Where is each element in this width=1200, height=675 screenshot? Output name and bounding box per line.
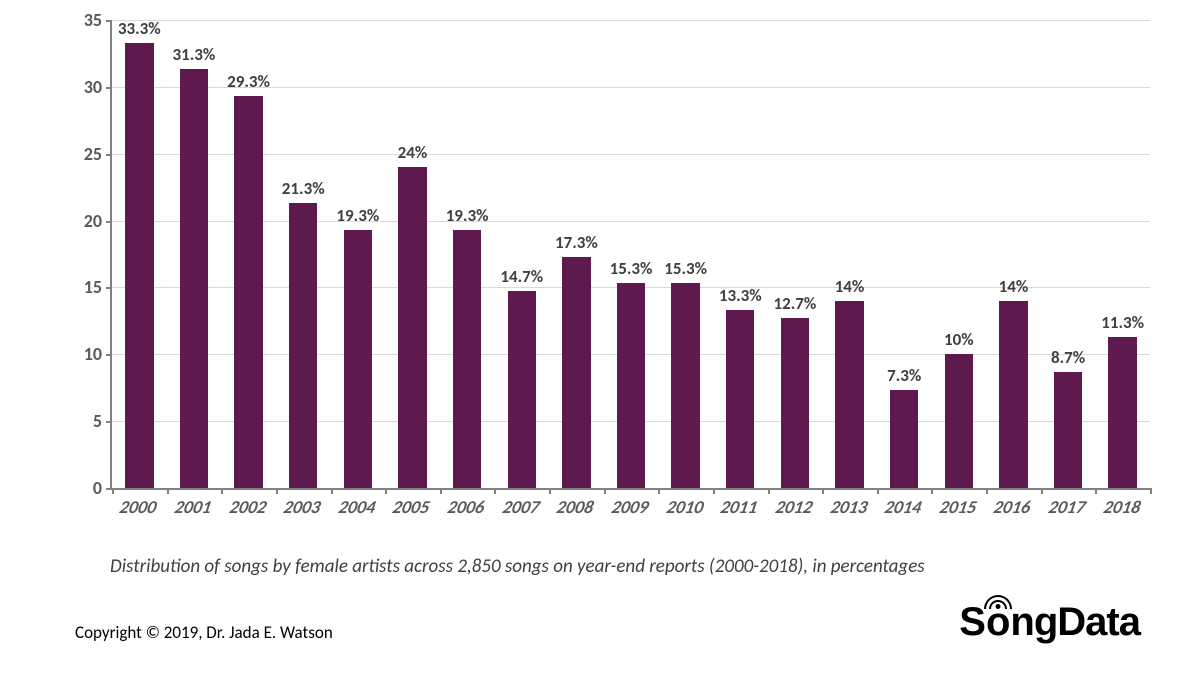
bar: 21.3% <box>289 203 317 488</box>
x-tick <box>1095 488 1097 494</box>
bar-value-label: 19.3% <box>446 205 489 230</box>
x-tick <box>1150 488 1152 494</box>
x-tick-label: 2002 <box>227 488 270 518</box>
logo-o-with-signal-icon: o <box>986 600 1009 645</box>
bar-value-label: 12.7% <box>773 293 816 318</box>
x-tick <box>167 488 169 494</box>
x-tick <box>276 488 278 494</box>
bar: 11.3% <box>1108 337 1136 488</box>
logo-text-ngdata: ngData <box>1010 600 1140 645</box>
bar-value-label: 19.3% <box>336 205 379 230</box>
x-tick-label: 2017 <box>1047 488 1090 518</box>
x-tick-label: 2016 <box>992 488 1035 518</box>
bar: 19.3% <box>344 230 372 488</box>
bar-value-label: 13.3% <box>719 285 762 310</box>
bar-value-label: 17.3% <box>555 232 598 257</box>
x-tick <box>440 488 442 494</box>
copyright-text: Copyright © 2019, Dr. Jada E. Watson <box>75 622 333 643</box>
x-tick <box>221 488 223 494</box>
x-tick <box>877 488 879 494</box>
y-tick-label: 15 <box>84 276 112 298</box>
bar: 33.3% <box>125 43 153 488</box>
bar: 8.7% <box>1054 372 1082 488</box>
bar-value-label: 29.3% <box>227 71 270 96</box>
x-tick <box>385 488 387 494</box>
x-tick-label: 2009 <box>610 488 653 518</box>
bar-value-label: 15.3% <box>664 258 707 283</box>
x-tick-label: 2014 <box>883 488 926 518</box>
x-tick-label: 2000 <box>118 488 161 518</box>
bar-value-label: 11.3% <box>1101 312 1144 337</box>
x-tick <box>986 488 988 494</box>
bar: 15.3% <box>671 283 699 488</box>
logo-text-s: S <box>959 600 985 645</box>
bar: 10% <box>945 354 973 488</box>
bar-value-label: 10% <box>944 329 974 354</box>
x-tick-label: 2001 <box>172 488 215 518</box>
bar-value-label: 31.3% <box>173 44 216 69</box>
x-tick <box>1041 488 1043 494</box>
x-tick <box>822 488 824 494</box>
bar-chart: 0510152025303533.3%200031.3%200129.3%200… <box>70 20 1160 530</box>
signal-icon <box>983 591 1013 609</box>
gridline <box>112 20 1150 21</box>
x-tick <box>768 488 770 494</box>
songdata-logo: S o ngData <box>959 600 1140 645</box>
x-tick <box>331 488 333 494</box>
x-tick-label: 2007 <box>500 488 543 518</box>
x-tick <box>494 488 496 494</box>
x-tick-label: 2004 <box>336 488 379 518</box>
bar: 12.7% <box>781 318 809 488</box>
bar-value-label: 7.3% <box>887 365 921 390</box>
bar-value-label: 33.3% <box>118 18 161 43</box>
bar-value-label: 14% <box>835 276 865 301</box>
x-tick <box>549 488 551 494</box>
bar: 14% <box>999 301 1027 488</box>
bar: 31.3% <box>180 69 208 488</box>
x-tick-label: 2018 <box>1101 488 1144 518</box>
bar: 7.3% <box>890 390 918 488</box>
x-tick-label: 2015 <box>937 488 980 518</box>
bar-value-label: 14% <box>999 276 1029 301</box>
x-tick-label: 2003 <box>282 488 325 518</box>
x-tick-label: 2010 <box>664 488 707 518</box>
chart-caption: Distribution of songs by female artists … <box>110 555 925 578</box>
x-tick-label: 2008 <box>555 488 598 518</box>
x-tick <box>931 488 933 494</box>
bar: 14.7% <box>508 291 536 488</box>
bar: 29.3% <box>234 96 262 488</box>
bar: 19.3% <box>453 230 481 488</box>
bar: 15.3% <box>617 283 645 488</box>
x-tick-label: 2006 <box>446 488 489 518</box>
bar-value-label: 21.3% <box>282 178 325 203</box>
gridline <box>112 221 1150 222</box>
x-tick <box>112 488 114 494</box>
x-tick <box>713 488 715 494</box>
y-tick-label: 35 <box>84 9 112 31</box>
bar: 14% <box>835 301 863 488</box>
bar-value-label: 24% <box>398 142 428 167</box>
x-tick <box>604 488 606 494</box>
bar-value-label: 14.7% <box>500 266 543 291</box>
x-tick-label: 2012 <box>773 488 816 518</box>
x-tick-label: 2011 <box>719 488 762 518</box>
y-tick-label: 0 <box>93 477 112 499</box>
bar-value-label: 8.7% <box>1051 347 1085 372</box>
y-tick-label: 10 <box>84 343 112 365</box>
bar: 17.3% <box>562 257 590 488</box>
y-tick-label: 30 <box>84 76 112 98</box>
bar: 13.3% <box>726 310 754 488</box>
bar-value-label: 15.3% <box>610 258 653 283</box>
y-tick-label: 25 <box>84 143 112 165</box>
y-tick-label: 5 <box>93 410 112 432</box>
x-tick-label: 2005 <box>391 488 434 518</box>
x-tick-label: 2013 <box>828 488 871 518</box>
y-tick-label: 20 <box>84 210 112 232</box>
plot-area: 0510152025303533.3%200031.3%200129.3%200… <box>110 20 1150 490</box>
gridline <box>112 154 1150 155</box>
bar: 24% <box>398 167 426 488</box>
x-tick <box>658 488 660 494</box>
